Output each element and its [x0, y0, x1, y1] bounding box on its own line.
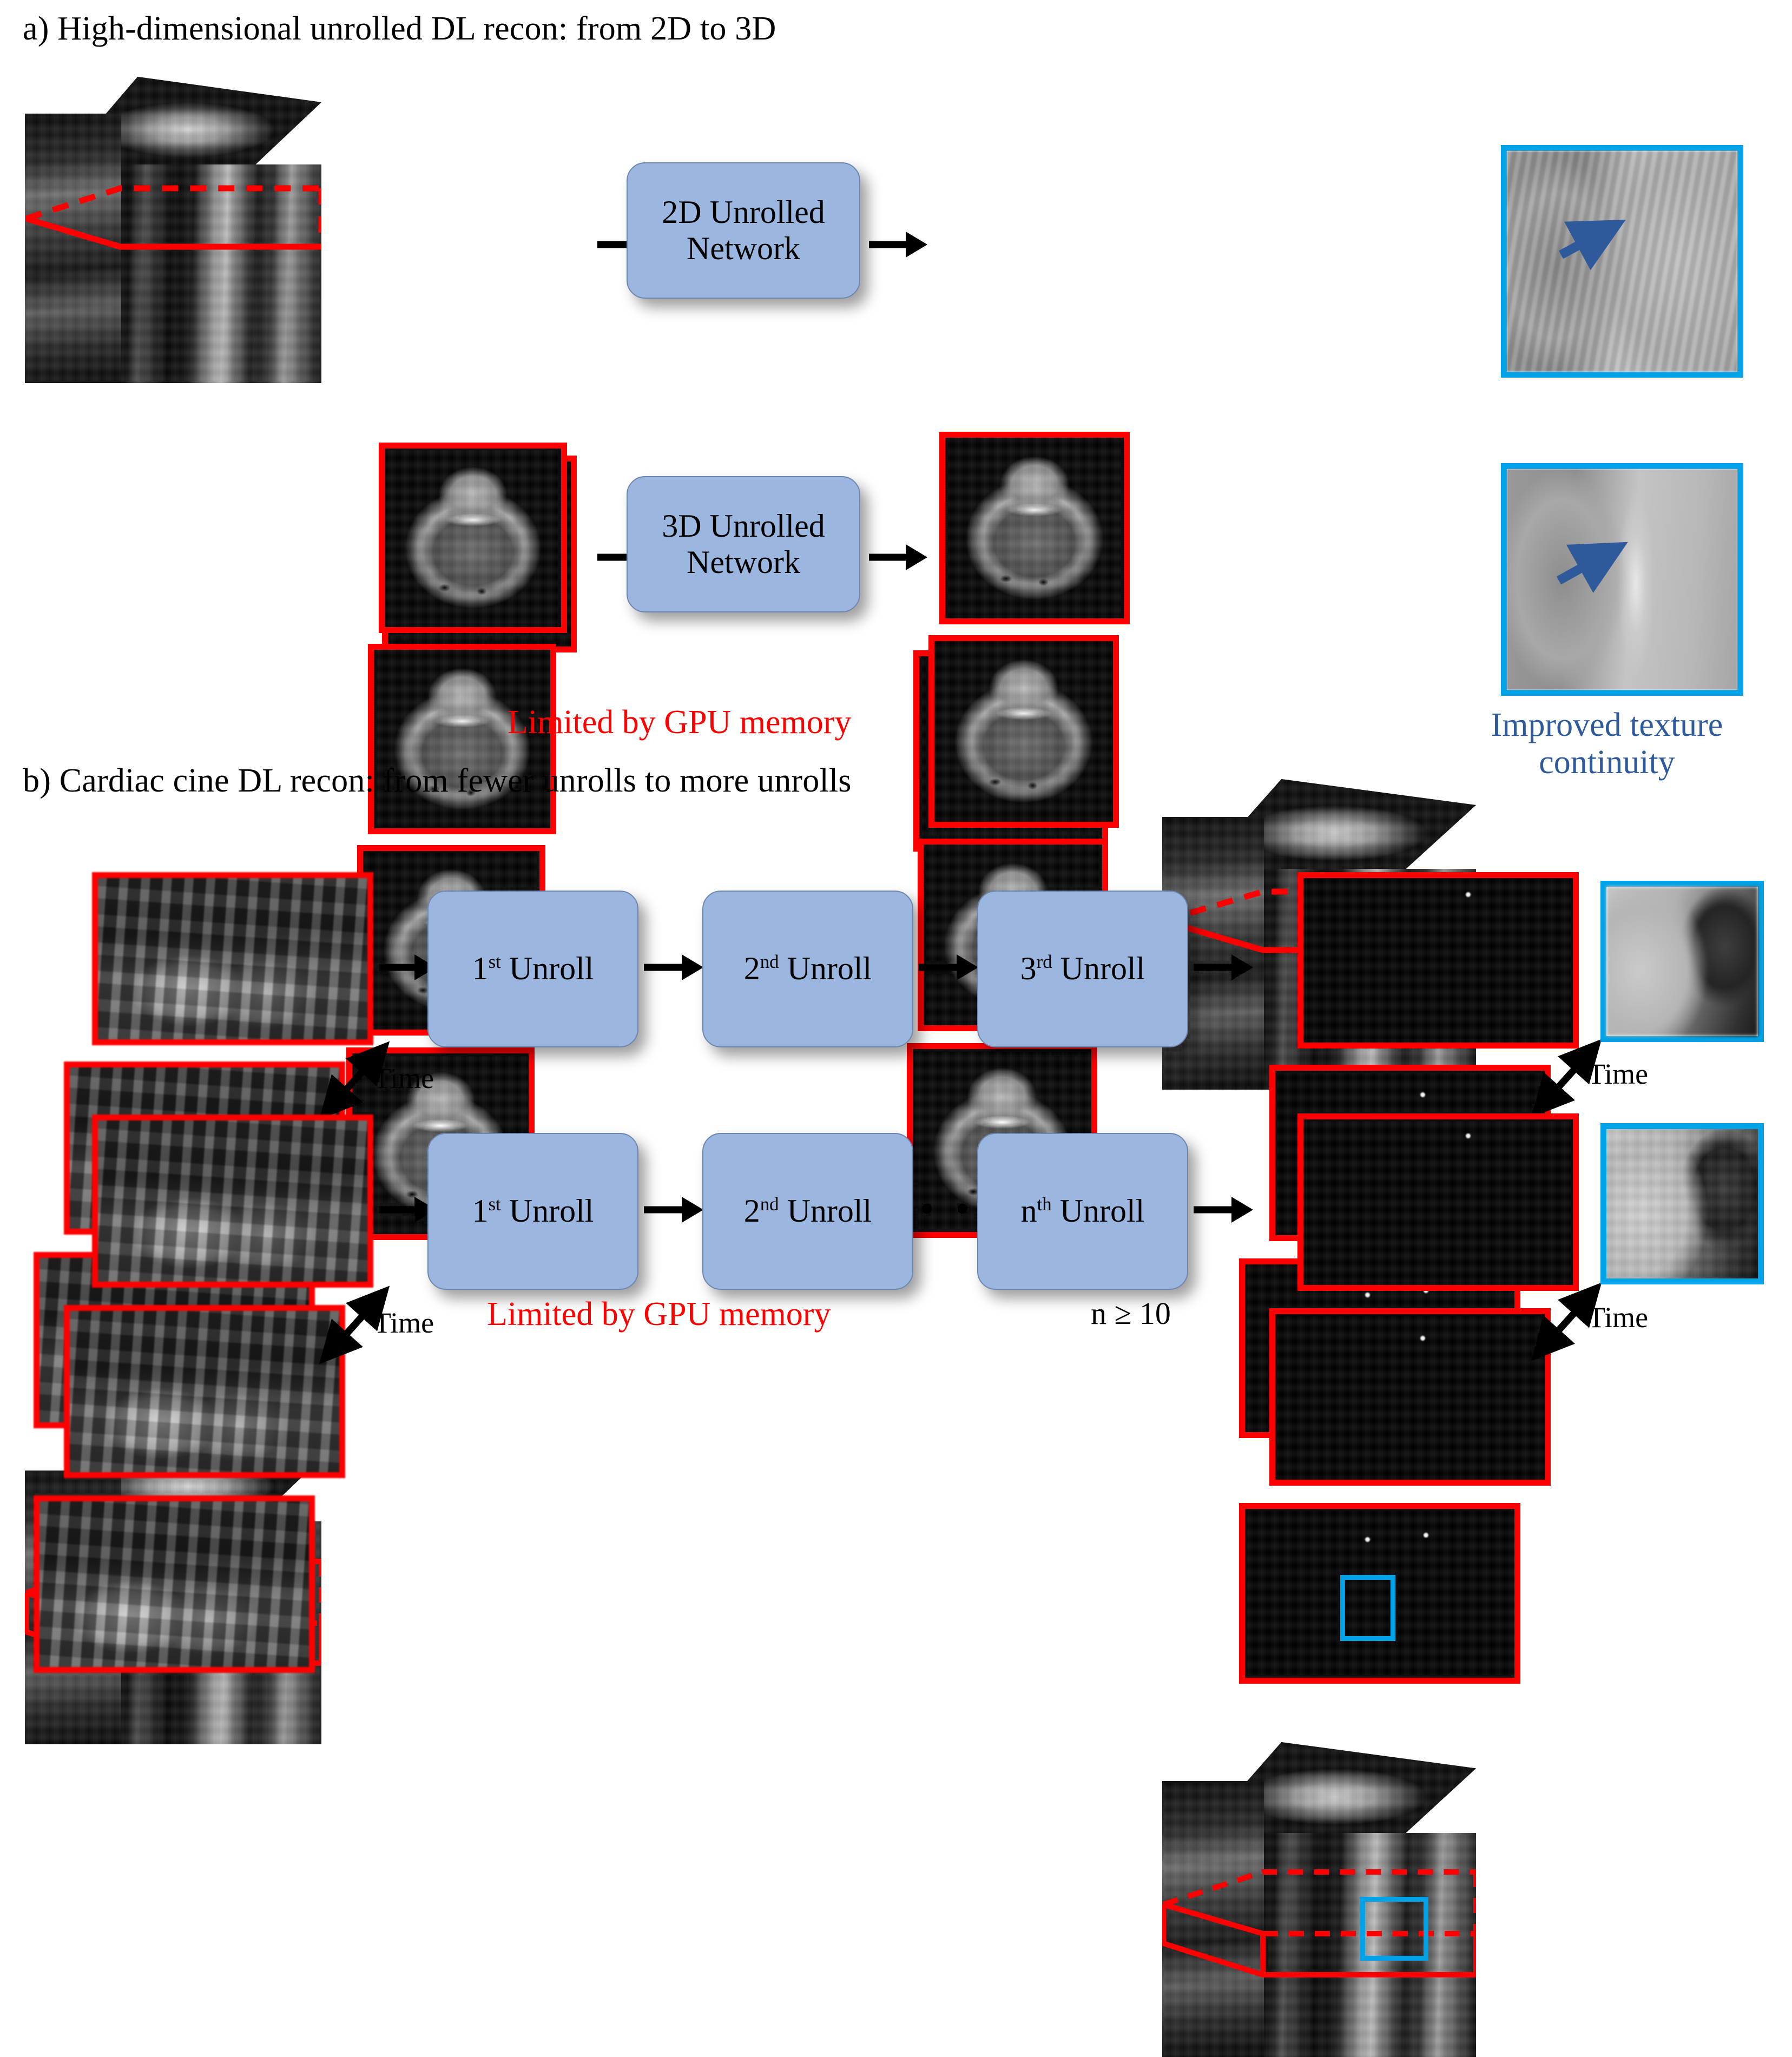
roi-magnified-cine-row1 — [1600, 881, 1764, 1042]
unroll-word: Unroll — [1059, 1193, 1145, 1229]
roi-box-row2[interactable] — [1360, 1897, 1428, 1961]
improved-texture-line1: Improved texture — [1491, 707, 1723, 743]
unroll-box-3-row1[interactable]: 3rd Unroll — [977, 891, 1188, 1047]
unroll-box-1-row2[interactable]: 1st Unroll — [427, 1133, 638, 1290]
improved-texture-line2: continuity — [1539, 744, 1675, 781]
unroll-box-1-row1-label: 1st Unroll — [472, 951, 594, 987]
cube-side-face — [25, 114, 121, 383]
unroll-box-3-row1-label: 3rd Unroll — [1020, 951, 1145, 987]
unroll-word: Unroll — [1060, 951, 1145, 987]
ordinal-number: 2 — [743, 1193, 760, 1229]
unroll-word: Unroll — [509, 1193, 594, 1229]
n-condition-label: n ≥ 10 — [1091, 1296, 1171, 1331]
unroll-box-2-row2-label: 2nd Unroll — [744, 1193, 872, 1229]
ordinal-number: 3 — [1020, 951, 1037, 987]
knee-volume-input-row1 — [25, 75, 321, 383]
time-label-left-row2: Time — [373, 1307, 434, 1339]
unroll-word: Unroll — [787, 951, 872, 987]
roi-magnified-row2 — [1501, 463, 1743, 696]
panel-a-gpu-memory-caption: Limited by GPU memory — [508, 704, 852, 741]
panel-a-improved-texture-caption: Improved texture continuity — [1428, 707, 1786, 782]
ordinal-number: 1 — [472, 951, 489, 987]
pointer-arrow-icon — [1558, 220, 1626, 271]
ordinal-suffix: th — [1037, 1194, 1052, 1215]
unroll-box-2-row1[interactable]: 2nd Unroll — [702, 891, 913, 1047]
panel-a-title: a) High-dimensional unrolled DL recon: f… — [23, 10, 776, 47]
ordinal-suffix: nd — [760, 951, 779, 973]
slab-indicator — [1162, 1869, 1476, 1977]
cube-front-face — [120, 164, 321, 383]
ordinal-suffix: rd — [1036, 951, 1052, 973]
roi-magnified-row1 — [1501, 145, 1743, 378]
unroll-box-2-row2[interactable]: 2nd Unroll — [702, 1133, 913, 1290]
ordinal-number: 1 — [472, 1193, 489, 1229]
ordinal-suffix: nd — [760, 1194, 779, 1215]
time-label-left-row1: Time — [373, 1062, 434, 1095]
time-arrow-left-row1 — [319, 1041, 390, 1120]
network-box-2d-label: 2D Unrolled Network — [662, 194, 825, 266]
ordinal-suffix: st — [488, 1194, 501, 1215]
knee-volume-output-row2 — [1162, 1740, 1476, 2057]
unroll-box-n-row2-label: nth Unroll — [1021, 1193, 1145, 1229]
pointer-arrow-icon — [1556, 542, 1628, 593]
ordinal-number: 2 — [743, 951, 760, 987]
unroll-box-1-row1[interactable]: 1st Unroll — [427, 891, 638, 1047]
time-label-right-row1: Time — [1587, 1058, 1649, 1090]
time-label-right-row2: Time — [1587, 1301, 1649, 1334]
panel-b-title: b) Cardiac cine DL recon: from fewer unr… — [23, 762, 852, 799]
axial-slice-stack-input-row2 — [346, 443, 579, 1240]
unroll-box-n-row2[interactable]: nth Unroll — [977, 1133, 1188, 1290]
roi-magnified-cine-row2 — [1600, 1123, 1764, 1284]
roi-box-cine-row2[interactable] — [1340, 1575, 1395, 1641]
ordinal-number: n — [1020, 1193, 1037, 1229]
unroll-word: Unroll — [787, 1193, 872, 1229]
unroll-box-1-row2-label: 1st Unroll — [472, 1193, 594, 1229]
time-arrow-right-row1 — [1531, 1039, 1602, 1118]
network-box-3d[interactable]: 3D Unrolled Network — [627, 476, 860, 612]
network-box-2d[interactable]: 2D Unrolled Network — [627, 162, 860, 299]
time-arrow-right-row2 — [1531, 1282, 1602, 1361]
network-box-3d-label: 3D Unrolled Network — [662, 507, 825, 580]
unroll-box-2-row1-label: 2nd Unroll — [744, 951, 872, 987]
axial-slice-stack-output-row2 — [907, 432, 1145, 1238]
time-arrow-left-row2 — [319, 1285, 390, 1364]
ordinal-suffix: st — [488, 951, 501, 973]
slice-plane-indicator — [25, 185, 321, 250]
unroll-word: Unroll — [509, 951, 594, 987]
panel-b-gpu-memory-caption: Limited by GPU memory — [487, 1296, 831, 1333]
